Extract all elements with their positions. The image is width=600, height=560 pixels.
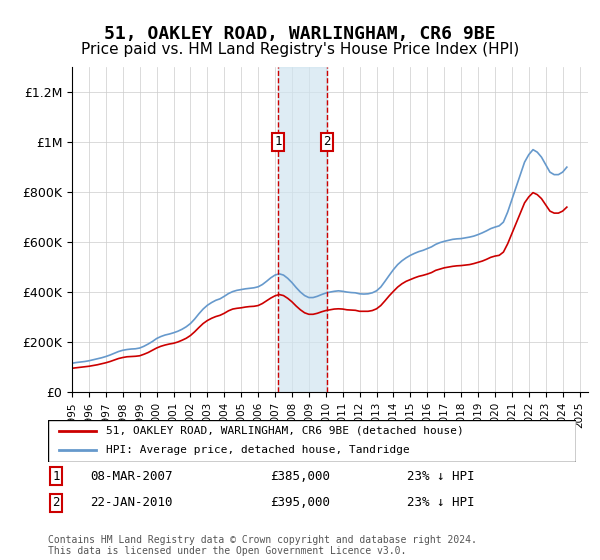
FancyBboxPatch shape [48,420,576,462]
Text: HPI: Average price, detached house, Tandridge: HPI: Average price, detached house, Tand… [106,445,410,455]
Text: £385,000: £385,000 [270,469,330,483]
Text: 2: 2 [323,136,331,148]
Text: 23% ↓ HPI: 23% ↓ HPI [407,469,475,483]
Text: 51, OAKLEY ROAD, WARLINGHAM, CR6 9BE (detached house): 51, OAKLEY ROAD, WARLINGHAM, CR6 9BE (de… [106,426,464,436]
Bar [278,67,327,392]
Text: 23% ↓ HPI: 23% ↓ HPI [407,496,475,510]
Text: 1: 1 [52,469,59,483]
Text: £395,000: £395,000 [270,496,330,510]
Text: 08-MAR-2007: 08-MAR-2007 [90,469,173,483]
Text: 2: 2 [52,496,59,510]
Text: Price paid vs. HM Land Registry's House Price Index (HPI): Price paid vs. HM Land Registry's House … [81,42,519,57]
Text: 22-JAN-2010: 22-JAN-2010 [90,496,173,510]
Text: Contains HM Land Registry data © Crown copyright and database right 2024.
This d: Contains HM Land Registry data © Crown c… [48,535,477,557]
Text: 1: 1 [274,136,282,148]
Text: 51, OAKLEY ROAD, WARLINGHAM, CR6 9BE: 51, OAKLEY ROAD, WARLINGHAM, CR6 9BE [104,25,496,43]
